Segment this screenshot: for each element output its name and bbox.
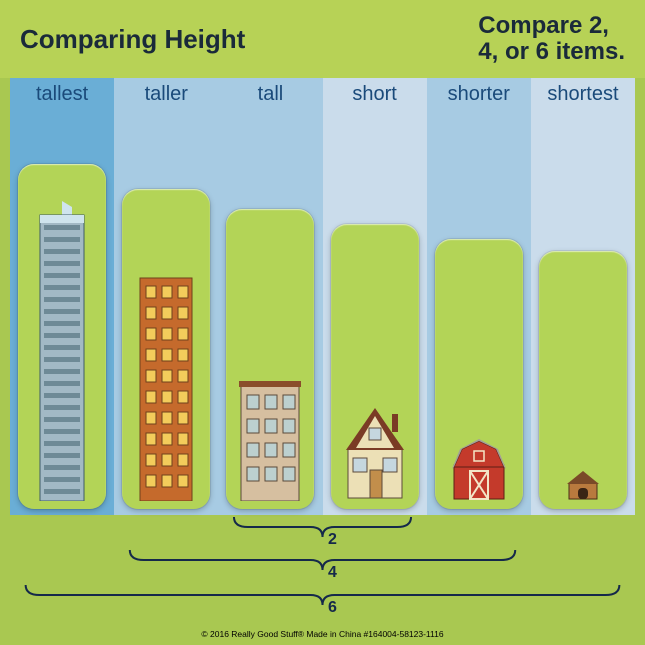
bracket-label-2: 2 xyxy=(328,531,337,549)
footer-text: © 2016 Really Good Stuff® Made in China … xyxy=(201,629,443,639)
column-shortest: shortest xyxy=(531,78,635,515)
column-label: shortest xyxy=(547,78,618,116)
column-label: taller xyxy=(145,78,188,116)
slot xyxy=(435,239,523,509)
column-label: tall xyxy=(258,78,284,116)
column-label: short xyxy=(352,78,396,116)
column-taller: taller xyxy=(114,78,218,515)
mid-rise-icon xyxy=(128,276,204,501)
brackets-area: 2 4 6 xyxy=(10,515,635,623)
slot xyxy=(122,189,210,509)
columns-area: tallest taller tall short shorter xyxy=(10,78,635,515)
slot xyxy=(539,251,627,509)
dog-house-icon xyxy=(545,471,621,501)
column-label: tallest xyxy=(36,78,88,116)
bracket-label-4: 4 xyxy=(328,564,337,582)
slot xyxy=(226,209,314,509)
column-shorter: shorter xyxy=(427,78,531,515)
skyscraper-icon xyxy=(24,201,100,501)
slot xyxy=(18,164,106,509)
slot xyxy=(331,224,419,509)
subtitle: Compare 2, 4, or 6 items. xyxy=(478,13,625,66)
footer: © 2016 Really Good Stuff® Made in China … xyxy=(0,629,645,639)
column-label: shorter xyxy=(448,78,510,116)
barn-icon xyxy=(441,439,517,501)
column-short: short xyxy=(323,78,427,515)
low-rise-icon xyxy=(232,371,308,501)
height-card: Comparing Height Compare 2, 4, or 6 item… xyxy=(0,0,645,645)
title: Comparing Height xyxy=(20,24,245,55)
header: Comparing Height Compare 2, 4, or 6 item… xyxy=(0,0,645,78)
column-tall: tall xyxy=(218,78,322,515)
bracket-label-6: 6 xyxy=(328,599,337,617)
column-tallest: tallest xyxy=(10,78,114,515)
house-icon xyxy=(337,406,413,501)
